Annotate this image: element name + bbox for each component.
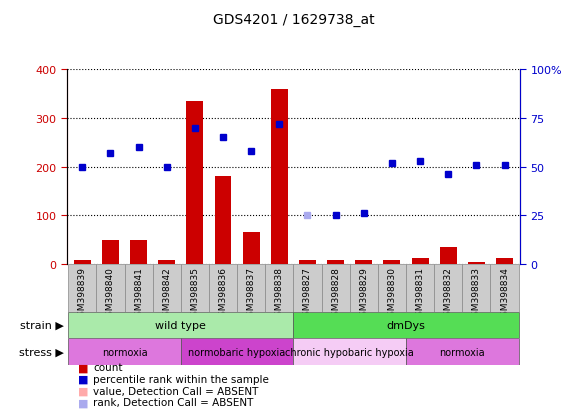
- Text: strain ▶: strain ▶: [20, 320, 64, 330]
- Text: GSM398839: GSM398839: [78, 267, 87, 322]
- Bar: [181, 339, 293, 366]
- Text: count: count: [93, 363, 123, 373]
- Bar: [102, 240, 119, 264]
- Text: normoxia: normoxia: [102, 347, 148, 357]
- Text: value, Detection Call = ABSENT: value, Detection Call = ABSENT: [93, 386, 259, 396]
- Text: GSM398827: GSM398827: [303, 267, 312, 321]
- Bar: [406, 264, 434, 312]
- Text: GSM398841: GSM398841: [134, 267, 143, 321]
- Bar: [383, 261, 400, 264]
- Text: ■: ■: [78, 386, 89, 396]
- Bar: [293, 339, 406, 366]
- Bar: [299, 261, 316, 264]
- Text: GSM398833: GSM398833: [472, 267, 481, 322]
- Bar: [243, 233, 260, 264]
- Text: GSM398842: GSM398842: [162, 267, 171, 321]
- Bar: [468, 262, 485, 264]
- Bar: [406, 339, 519, 366]
- Text: GSM398832: GSM398832: [444, 267, 453, 321]
- Text: ■: ■: [78, 397, 89, 407]
- Text: GSM398840: GSM398840: [106, 267, 115, 321]
- Bar: [74, 261, 91, 264]
- Text: chronic hypobaric hypoxia: chronic hypobaric hypoxia: [285, 347, 414, 357]
- Bar: [130, 240, 147, 264]
- Text: ■: ■: [78, 374, 89, 384]
- Bar: [158, 261, 175, 264]
- Bar: [153, 264, 181, 312]
- Text: wild type: wild type: [155, 320, 206, 330]
- Bar: [96, 264, 124, 312]
- Text: percentile rank within the sample: percentile rank within the sample: [93, 374, 269, 384]
- Text: GSM398836: GSM398836: [218, 267, 228, 322]
- Text: GSM398830: GSM398830: [388, 267, 396, 322]
- Text: GDS4201 / 1629738_at: GDS4201 / 1629738_at: [213, 13, 374, 27]
- Bar: [214, 177, 231, 264]
- Text: ■: ■: [78, 363, 89, 373]
- Bar: [293, 264, 321, 312]
- Bar: [237, 264, 266, 312]
- Bar: [181, 264, 209, 312]
- Bar: [321, 264, 350, 312]
- Text: stress ▶: stress ▶: [19, 347, 64, 357]
- Bar: [350, 264, 378, 312]
- Bar: [187, 102, 203, 264]
- Text: rank, Detection Call = ABSENT: rank, Detection Call = ABSENT: [93, 397, 253, 407]
- Bar: [490, 264, 519, 312]
- Bar: [327, 261, 344, 264]
- Bar: [411, 259, 429, 264]
- Bar: [124, 264, 153, 312]
- Text: normoxia: normoxia: [439, 347, 485, 357]
- Text: GSM398828: GSM398828: [331, 267, 340, 321]
- Text: GSM398837: GSM398837: [247, 267, 256, 322]
- Bar: [462, 264, 490, 312]
- Bar: [440, 247, 457, 264]
- Bar: [68, 264, 96, 312]
- Text: GSM398838: GSM398838: [275, 267, 284, 322]
- Bar: [68, 339, 181, 366]
- Bar: [356, 261, 372, 264]
- Text: normobaric hypoxia: normobaric hypoxia: [188, 347, 286, 357]
- Bar: [293, 312, 519, 339]
- Text: GSM398834: GSM398834: [500, 267, 509, 321]
- Text: dmDys: dmDys: [386, 320, 425, 330]
- Bar: [68, 312, 293, 339]
- Bar: [266, 264, 293, 312]
- Bar: [378, 264, 406, 312]
- Bar: [496, 259, 513, 264]
- Bar: [271, 90, 288, 264]
- Text: GSM398835: GSM398835: [191, 267, 199, 322]
- Text: GSM398831: GSM398831: [415, 267, 425, 322]
- Text: GSM398829: GSM398829: [359, 267, 368, 321]
- Bar: [434, 264, 462, 312]
- Bar: [209, 264, 237, 312]
